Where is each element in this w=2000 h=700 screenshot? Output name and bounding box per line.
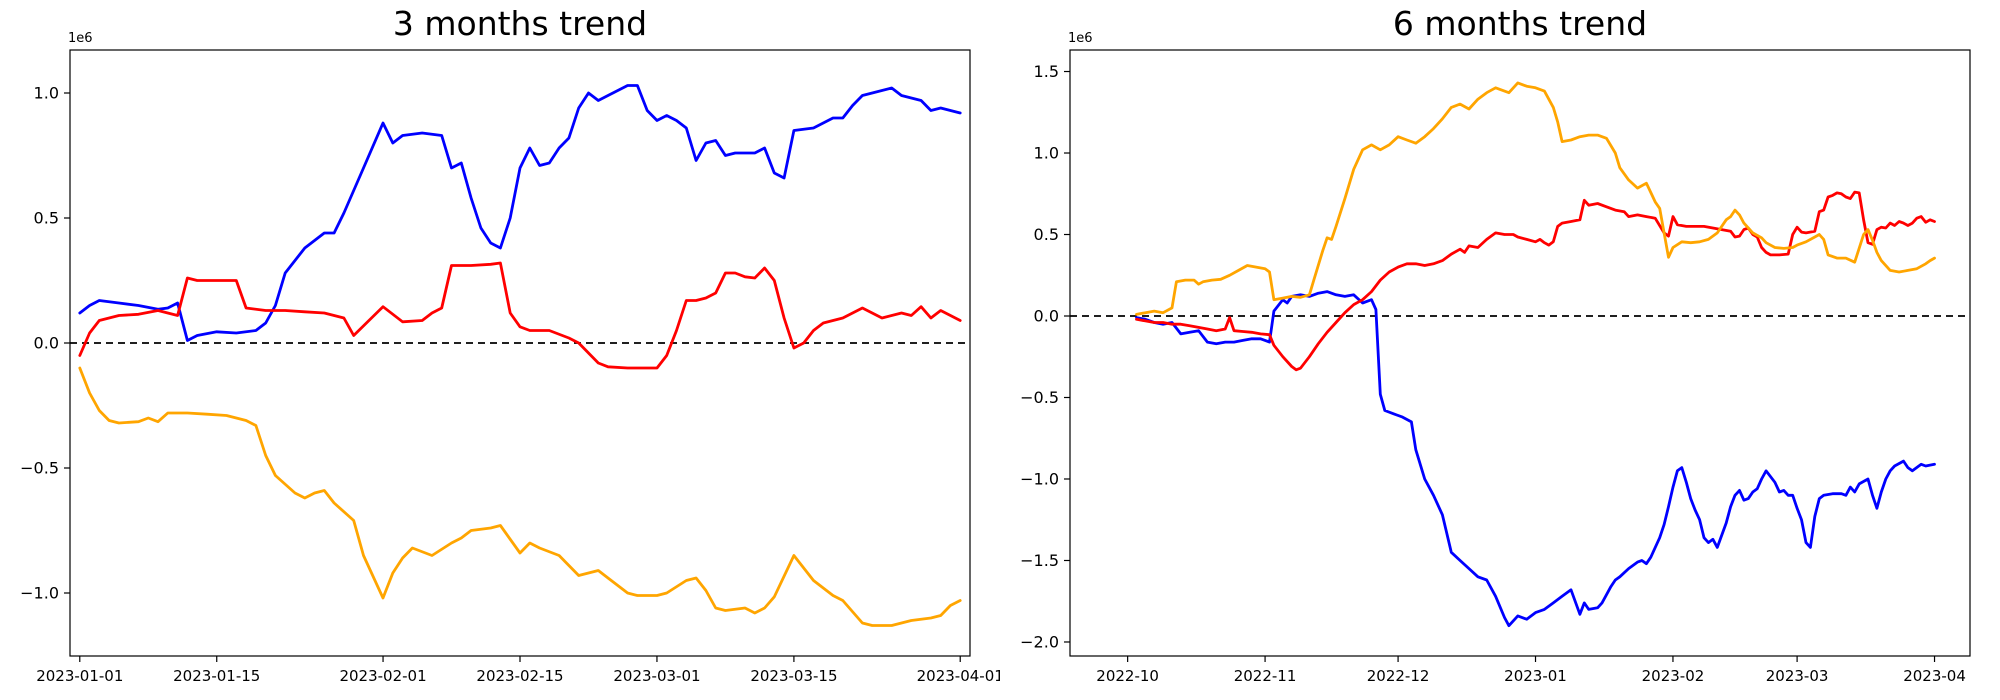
y-tick-label: 0.0 [34, 334, 59, 353]
y-axis-offset-label: 1e6 [68, 31, 93, 46]
y-tick-label: 1.5 [1034, 62, 1059, 81]
series-line-blue [78, 84, 962, 342]
plot-area-border [1069, 49, 1971, 657]
x-tick-label: 2023-02-15 [476, 667, 563, 685]
y-tick-label: −2.0 [1020, 632, 1059, 651]
plot-area-border [69, 49, 971, 657]
y-tick-label: −1.0 [20, 584, 59, 603]
x-tick-label: 2023-04 [1903, 667, 1966, 685]
y-tick-label: 0.5 [34, 209, 59, 228]
y-axis-offset-label: 1e6 [1068, 31, 1093, 46]
y-tick-label: 0.0 [1034, 307, 1059, 326]
x-tick-label: 2023-01-15 [173, 667, 260, 685]
x-tick-label: 2023-03 [1766, 667, 1829, 685]
series-line-orange [1135, 81, 1936, 316]
chart-3-months-trend: 3 months trend 1e6 2023-01-01 2023-01-15 2… [20, 4, 1000, 685]
x-tick-label: 2023-01-01 [36, 667, 123, 685]
x-tick-label: 2023-03-15 [750, 667, 837, 685]
chart-title: 3 months trend [392, 4, 648, 43]
x-tick-label: 2023-03-01 [613, 667, 700, 685]
y-tick-label: −0.5 [1020, 388, 1059, 407]
y-tick-label: −1.0 [1020, 469, 1059, 488]
chart-6-months-trend: 6 months trend 1e6 2022-10 2022-11 2022-12… [1000, 0, 2000, 700]
x-tick-label: 2022-11 [1234, 667, 1297, 685]
x-tick-label: 2023-01 [1504, 667, 1567, 685]
x-tick-label: 2023-04-01 [917, 667, 1000, 685]
series-line-orange [78, 366, 962, 627]
series-line-red [1135, 190, 1936, 372]
x-tick-label: 2023-02 [1642, 667, 1705, 685]
chart-title: 6 months trend [1392, 4, 1648, 43]
y-tick-label: −0.5 [20, 459, 59, 478]
plot-svg: 2022-10 2022-11 2022-12 2023-01 2023-02 2023-… [1020, 49, 1971, 685]
x-tick-label: 2022-12 [1367, 667, 1430, 685]
plot-svg: 2023-01-01 2023-01-15 2023-02-01 2023-02-15… [20, 49, 1000, 685]
series-line-blue [1135, 290, 1936, 628]
x-tick-label: 2023-02-01 [339, 667, 426, 685]
y-tick-label: 1.0 [1034, 144, 1059, 163]
y-tick-label: 1.0 [34, 84, 59, 103]
y-tick-label: 0.5 [1034, 225, 1059, 244]
series-line-red [78, 261, 962, 370]
y-tick-label: −1.5 [1020, 551, 1059, 570]
x-tick-label: 2022-10 [1096, 667, 1159, 685]
